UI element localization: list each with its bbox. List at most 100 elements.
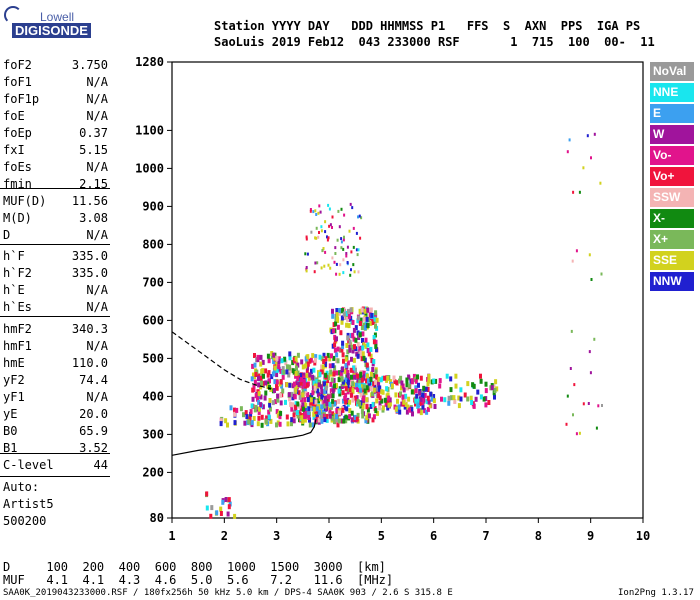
echo-point [292, 357, 296, 363]
echo-point [414, 401, 417, 407]
echo-point [319, 407, 322, 413]
echo-point [588, 253, 591, 257]
echo-point [294, 387, 298, 393]
echo-point [341, 308, 345, 313]
echo-point [366, 366, 370, 372]
echo-point [341, 344, 345, 349]
echo-point [342, 247, 345, 251]
echo-point [351, 378, 355, 384]
param-value: 3.08 [79, 211, 108, 225]
param-row: C-level 44 [3, 458, 108, 475]
y-tick-label: 800 [142, 237, 164, 251]
echo-point [383, 397, 387, 403]
echo-point [345, 254, 348, 258]
echo-point [275, 355, 279, 361]
echo-point [304, 391, 308, 397]
echo-point [279, 368, 283, 374]
echo-point [317, 382, 321, 388]
echo-point [351, 348, 355, 354]
echo-point [235, 407, 239, 413]
echo-point [360, 307, 364, 313]
echo-point [337, 398, 341, 404]
echo-point [334, 321, 338, 327]
echo-point [566, 394, 569, 398]
param-label: hmF1 [3, 339, 32, 353]
echo-point [447, 395, 451, 401]
echo-point [339, 263, 342, 267]
param-row: h`Es N/A [3, 300, 108, 317]
param-label: hmF2 [3, 322, 32, 336]
echo-point [371, 367, 375, 372]
echo-point [296, 376, 300, 382]
echo-point [342, 271, 345, 275]
echo-point [569, 367, 572, 370]
echo-point [301, 388, 305, 394]
echo-point [362, 370, 366, 376]
echo-point [269, 418, 273, 424]
echo-point [416, 374, 419, 380]
echo-point [224, 497, 228, 502]
echo-point [301, 402, 305, 408]
echo-point [403, 404, 407, 410]
echo-point [600, 272, 603, 276]
echo-point [407, 374, 411, 380]
echo-point [309, 209, 312, 213]
echo-point [372, 335, 376, 340]
echo-point [369, 404, 373, 409]
echo-point [482, 396, 486, 402]
echo-point [320, 225, 323, 229]
echo-point [374, 408, 378, 414]
echo-point [355, 231, 358, 235]
echo-point [362, 316, 366, 322]
echo-point [318, 354, 322, 360]
echo-point [355, 382, 358, 388]
legend-item: X- [650, 209, 694, 228]
echo-point [490, 385, 494, 391]
echo-point [359, 371, 363, 377]
echo-point [372, 381, 376, 387]
echo-point [425, 399, 429, 405]
echo-point [283, 356, 287, 362]
echo-point [335, 336, 338, 342]
echo-point [410, 378, 414, 384]
echo-point [286, 421, 290, 427]
x-tick-label: 9 [587, 529, 594, 543]
echo-point [345, 310, 349, 316]
echo-point [346, 349, 350, 355]
echo-point [215, 510, 219, 516]
echo-point [381, 375, 385, 381]
echo-point [297, 382, 301, 387]
echo-point [311, 390, 315, 396]
echo-point [472, 403, 476, 409]
echo-point [271, 371, 275, 377]
echo-point [270, 374, 274, 380]
echo-point [346, 397, 350, 403]
param-label: foEs [3, 160, 32, 174]
echo-point [324, 250, 327, 254]
echo-point [373, 372, 377, 378]
echo-point [273, 355, 277, 361]
echo-point [252, 372, 255, 378]
echo-point [285, 364, 289, 370]
echo-point [370, 312, 374, 318]
echo-point [302, 375, 306, 381]
echo-point [432, 394, 436, 399]
echo-point [405, 377, 409, 383]
echo-point [346, 308, 350, 314]
echo-point [250, 376, 254, 382]
echo-point [302, 372, 306, 378]
param-row: hmE 110.0 [3, 356, 108, 373]
echo-point [332, 377, 336, 383]
echo-point [306, 365, 309, 371]
echo-point [568, 138, 571, 142]
echo-point [361, 345, 365, 351]
param-row: hmF1 N/A [3, 339, 108, 356]
echo-point [256, 421, 260, 427]
echo-point [335, 312, 339, 318]
echo-point [321, 413, 325, 419]
echo-point [268, 378, 271, 384]
echo-point [256, 354, 260, 360]
echo-point [394, 392, 398, 398]
echo-point [332, 371, 336, 377]
echo-point [324, 395, 327, 401]
